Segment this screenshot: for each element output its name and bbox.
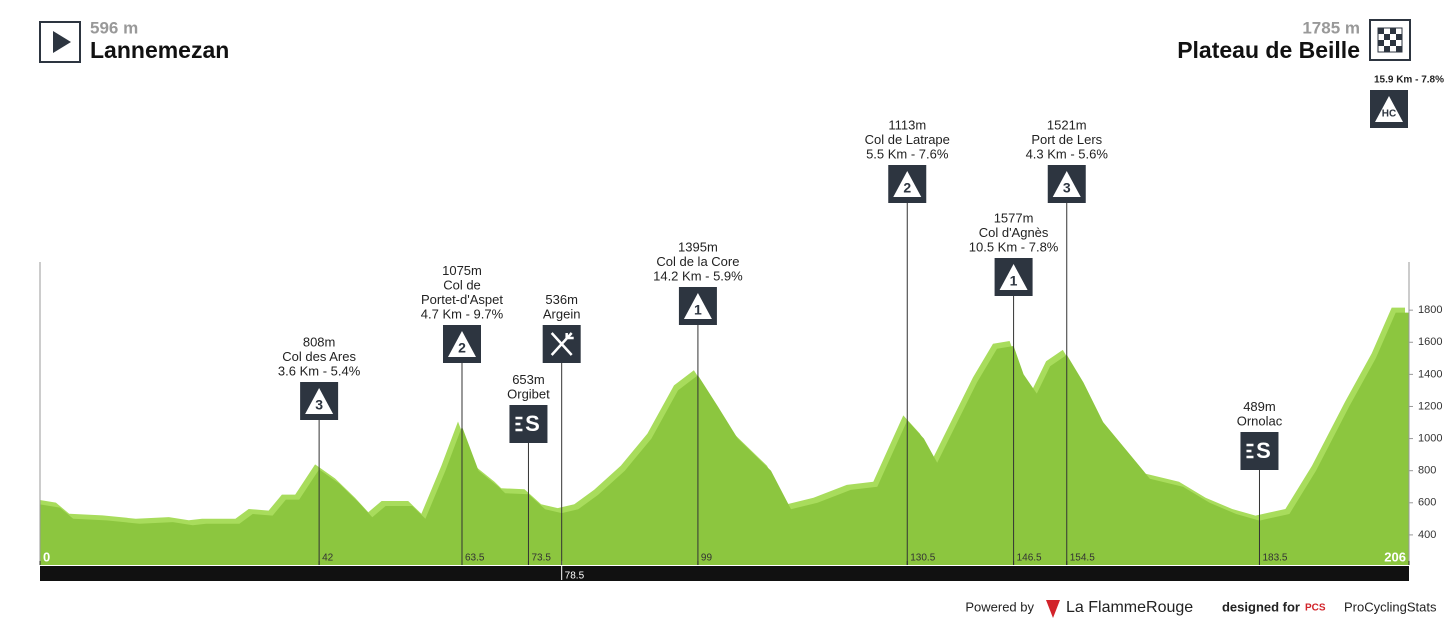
feed-icon [550,332,574,356]
waypoint-icon: S [509,405,548,443]
waypoint-label: Orgibet [507,386,550,401]
profile-clip-left [0,262,40,566]
sprint-lines [1246,443,1254,459]
x-tick-label: 73.5 [531,553,551,564]
finish-climb-label: 15.9 Km - 7.8% [1374,75,1444,86]
waypoint-icon [542,325,581,363]
waypoint-label: 808m [303,334,336,349]
y-tick-label: 1600 [1418,336,1442,348]
waypoint-label: 3.6 Km - 5.4% [278,363,361,378]
start-icon [39,21,81,63]
start-arrow [53,31,71,53]
waypoint-label: Port de Lers [1031,132,1102,147]
climb-category: 1 [694,302,702,318]
y-tick-label: 800 [1418,465,1436,477]
x-tick-label: 183.5 [1262,553,1287,564]
powered-by: Powered by [965,599,1034,614]
sprint-letter: S [525,411,540,436]
waypoint-label: 14.2 Km - 5.9% [653,268,743,283]
sprint-letter: S [1256,438,1271,463]
climb-category: 3 [1063,180,1071,196]
start-name: Lannemezan [90,37,229,63]
x-tick-label: 146.5 [1017,553,1042,564]
waypoint-icon: S [1240,432,1279,470]
waypoint-label: 536m [545,292,578,307]
waypoint-label: Col d'Agnès [979,225,1049,240]
waypoint-label: Col de Latrape [865,132,950,147]
waypoint-label: 653m [512,372,545,387]
waypoint-label: 10.5 Km - 7.8% [969,239,1059,254]
climb-triangle [305,388,334,414]
climb-triangle [1052,171,1081,197]
waypoint-label: Col de [443,277,481,292]
waypoint-label: 1113m [888,117,926,132]
climb-category: 2 [903,180,911,196]
waypoint-label: Ornolac [1237,413,1283,428]
climb-triangle [683,293,712,319]
pcs-logo: PCS [1305,603,1326,614]
x-tick-label: 78.5 [565,571,585,582]
climb-triangle [447,331,476,357]
waypoint-label: Portet-d'Aspet [421,292,503,307]
waypoint-label: 489m [1243,399,1276,414]
waypoint-icon: HC [1370,90,1408,128]
climb-category: 2 [458,340,466,356]
x-tick-label: 206 [1384,549,1406,564]
waypoint-label: Argein [543,306,581,321]
waypoint-icon: 2 [888,165,927,203]
y-tick-label: 1400 [1418,368,1442,380]
waypoint-label: Col de la Core [656,254,739,269]
waypoint-label: 4.7 Km - 9.7% [421,306,504,321]
profile-area [40,312,1409,565]
waypoint-icon: 2 [442,325,481,363]
sprint-lines [515,416,523,432]
climb-category: HC [1382,109,1396,120]
finish-icon [1369,19,1411,61]
climb-triangle [893,171,922,197]
pcs-name: ProCyclingStats [1344,599,1437,614]
waypoint-label: Col des Ares [282,349,356,364]
waypoint-label: 4.3 Km - 5.6% [1026,146,1109,161]
waypoint-label: 1075m [442,263,482,278]
x-tick-label: 154.5 [1070,553,1095,564]
climb-triangle [999,264,1028,290]
x-tick-label: 0 [43,549,50,564]
climb-category: 3 [315,397,323,413]
finish-altitude: 1785 m [1302,18,1360,37]
x-tick-label: 63.5 [465,553,485,564]
brand: La FlammeRouge [1066,599,1193,616]
waypoint-label: 5.5 Km - 7.6% [866,146,949,161]
waypoint-label: 1395m [678,239,718,254]
finish-name: Plateau de Beille [1177,37,1360,63]
waypoint-icon: 1 [678,287,717,325]
designed-for: designed for [1222,599,1300,614]
x-tick-label: 42 [322,553,334,564]
distance-bar [40,566,1409,581]
waypoint-label: 1577m [994,210,1034,225]
flamme-logo [1046,600,1060,618]
climb-category: 1 [1010,273,1018,289]
y-tick-label: 1800 [1418,304,1442,316]
climb-triangle [1375,96,1403,122]
waypoint-icon: 1 [994,258,1033,296]
x-tick-label: 99 [701,553,713,564]
y-tick-label: 400 [1418,529,1436,541]
waypoint-icon: 3 [300,382,339,420]
waypoint-label: 1521m [1047,117,1087,132]
y-tick-label: 600 [1418,497,1436,509]
y-tick-label: 1000 [1418,432,1442,444]
x-tick-label: 130.5 [910,553,935,564]
start-altitude: 596 m [90,18,138,37]
waypoint-icon: 3 [1047,165,1086,203]
y-tick-label: 1200 [1418,400,1442,412]
